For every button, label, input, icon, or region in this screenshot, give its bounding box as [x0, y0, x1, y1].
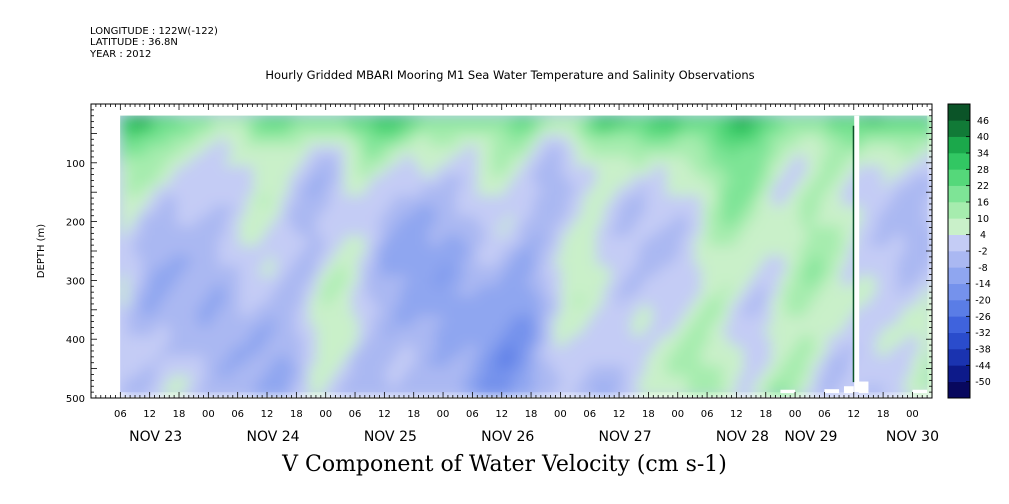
x-hour-label: 06 [466, 409, 479, 420]
x-day-label: NOV 28 [716, 429, 769, 445]
x-hour-label: 12 [847, 409, 860, 420]
colorbar-swatch [948, 267, 970, 284]
chart-title: Hourly Gridded MBARI Mooring M1 Sea Wate… [265, 68, 755, 82]
colorbar-swatch [948, 120, 970, 137]
colorbar-swatch [948, 104, 970, 121]
x-hour-label: 06 [349, 409, 362, 420]
x-hour-label: 18 [290, 409, 303, 420]
colorbar-label: -26 [975, 312, 991, 323]
colorbar-label: 4 [980, 230, 986, 241]
x-hour-label: 06 [231, 409, 244, 420]
colorbar-label: 22 [977, 181, 989, 192]
field-blank [824, 389, 840, 394]
colorbar-swatch [948, 234, 970, 252]
x-hour-label: 00 [789, 409, 802, 420]
colorbar-swatch [948, 185, 970, 203]
x-hour-label: 18 [759, 409, 772, 420]
x-day-label: NOV 25 [364, 429, 417, 445]
x-hour-label: 06 [114, 409, 127, 420]
x-hour-label: 12 [730, 409, 743, 420]
colorbar-label: -2 [978, 247, 987, 258]
colorbar-label: -8 [978, 263, 987, 274]
x-day-label: NOV 26 [481, 429, 534, 445]
x-hour-label: 12 [143, 409, 156, 420]
colorbar-label: 28 [977, 165, 989, 176]
colorbar-swatch [948, 349, 970, 366]
colorbar-label: -14 [975, 279, 991, 290]
x-hour-label: 18 [173, 409, 186, 420]
colorbar-swatch [948, 381, 970, 399]
colorbar-label: -44 [975, 361, 991, 372]
x-hour-label: 18 [407, 409, 420, 420]
x-day-label: NOV 24 [246, 429, 299, 445]
colorbar-swatch [948, 153, 970, 170]
y-tick-label: 200 [66, 218, 85, 229]
y-tick-label: 300 [66, 276, 85, 287]
y-tick-label: 500 [66, 394, 85, 405]
x-day-label: NOV 30 [886, 429, 939, 445]
x-hour-label: 00 [437, 409, 450, 420]
colorbar-label: -50 [975, 377, 991, 388]
x-hour-label: 00 [319, 409, 332, 420]
colorbar-label: 16 [977, 198, 989, 209]
colorbar-swatch [948, 283, 970, 301]
x-hour-label: 00 [554, 409, 567, 420]
y-tick-label: 100 [66, 159, 85, 170]
x-hour-label: 00 [671, 409, 684, 420]
chart-subtitle: V Component of Water Velocity (cm s-1) [282, 452, 727, 477]
colorbar-label: 10 [977, 214, 989, 225]
data-gap-edge [852, 125, 855, 383]
year-label: YEAR : 2012 [90, 49, 152, 60]
x-axis: 06 12 18 00 06 12 18 00 06 12 18 00 06 12 18 00 06 12 18 00… [90, 104, 939, 445]
colorbar-swatch [948, 169, 970, 186]
field-blank [780, 389, 796, 394]
x-hour-label: 12 [613, 409, 626, 420]
x-hour-label: 18 [642, 409, 655, 420]
velocity-field [120, 115, 932, 397]
colorbar-swatch [948, 136, 970, 154]
y-axis-label: DEPTH (m) [36, 224, 47, 278]
x-hour-label: 12 [495, 409, 508, 420]
latitude-label: LATITUDE : 36.8N [90, 37, 178, 48]
x-hour-label: 12 [261, 409, 274, 420]
x-day-label: NOV 29 [784, 429, 837, 445]
colorbar-swatch [948, 316, 970, 333]
x-day-label: NOV 27 [599, 429, 652, 445]
colorbar-swatch [948, 300, 970, 317]
colorbar-swatch [948, 332, 970, 350]
y-axis: 100 200 300 400 500 [66, 103, 932, 405]
x-hour-label: 18 [525, 409, 538, 420]
colorbar: -50 -44 -38 -32 -26 -20 -14 -8 -2 4 10 16 22 28 34 40 46 [947, 103, 991, 399]
colorbar-swatch [948, 218, 970, 235]
field-blank [858, 381, 869, 394]
field-blank [843, 386, 854, 394]
colorbar-label: -20 [975, 296, 991, 307]
colorbar-label: -32 [975, 328, 991, 339]
field-blank [912, 389, 928, 394]
colorbar-label: -38 [975, 345, 991, 356]
y-tick-label: 400 [66, 335, 85, 346]
x-hour-label: 06 [583, 409, 596, 420]
x-hour-label: 06 [701, 409, 714, 420]
colorbar-swatch [948, 251, 970, 268]
colorbar-swatch [948, 365, 970, 382]
colorbar-label: 34 [977, 149, 989, 160]
data-gap [854, 115, 860, 393]
x-hour-label: 18 [877, 409, 890, 420]
x-day-label: NOV 23 [129, 429, 182, 445]
x-hour-label: 06 [818, 409, 831, 420]
longitude-label: LONGITUDE : 122W(-122) [90, 26, 218, 37]
x-hour-label: 12 [378, 409, 391, 420]
colorbar-swatch [948, 202, 970, 219]
colorbar-label: 40 [977, 132, 989, 143]
colorbar-label: 46 [977, 116, 989, 127]
x-hour-label: 00 [906, 409, 919, 420]
x-hour-label: 00 [202, 409, 215, 420]
